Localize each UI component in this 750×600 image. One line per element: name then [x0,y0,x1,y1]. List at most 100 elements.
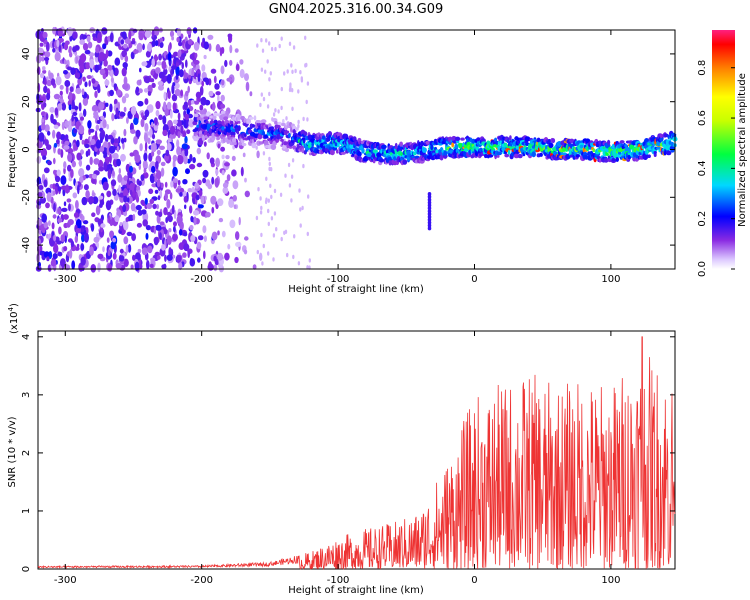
spectrogram-cell [292,254,295,260]
spectrogram-cell [551,138,556,144]
spectrogram-cell [259,196,262,201]
spectrogram-cell [220,146,226,152]
spectrogram-cell [185,119,190,127]
spectrogram-cell [150,142,157,153]
spectrogram-cell [123,195,128,203]
spectrogram-cell [50,259,57,267]
spectrogram-cell [65,40,70,46]
spectrogram-cell [123,220,129,231]
spectrogram-cell [132,28,138,33]
spectrogram-cell [270,216,274,221]
spectrogram-cell [36,176,42,185]
spectrogram-cell [123,76,128,86]
spectrogram-cell [140,118,145,128]
spectrogram-cell [275,124,281,129]
spectrogram-cell [126,231,133,237]
spectrogram-cell [82,43,89,51]
spectrogram-cell [114,215,120,223]
spectrogram-cell [67,121,71,126]
spectrogram-cell [161,264,167,269]
spectrogram-cell [173,221,177,227]
spectrogram-cell [67,219,74,226]
spectrogram-cell [229,44,233,54]
spectrogram-cell [280,138,284,142]
spectrogram-cell [197,204,204,209]
spectrogram-cell [77,184,80,195]
spectrogram-cell [104,102,109,108]
spectrogram-cell [151,40,156,47]
spectrogram-cell [214,83,220,90]
spectrogram-cell [96,120,101,124]
spectrogram-cell [221,230,226,238]
spectrogram-cell [129,165,133,173]
spectrogram-cell [51,231,55,237]
spectrogram-cell [41,118,45,123]
spectrogram-cell [133,135,138,145]
spectrogram-cell [210,195,217,205]
spectrogram-cell [561,152,568,156]
spectrogram-cell [155,161,159,169]
spectrogram-cell [186,27,192,36]
spectrogram-cell [209,157,215,165]
spectrogram-cell [47,160,52,166]
spectrogram-cell [268,91,271,97]
spectrogram-cell [68,104,72,111]
spectrogram-cell [78,102,82,112]
spectrogram-cell [199,104,204,111]
spectrogram-cell [82,220,89,225]
spectrogram-cell [605,152,609,156]
spectrogram-cell [176,27,182,37]
spectrogram-cell [509,135,512,141]
spectrogram-cell [284,229,288,234]
spectrogram-cell [71,260,76,270]
spectrogram-cell [231,169,237,177]
spectrogram-cell [302,163,305,169]
spectrogram-cell [291,106,294,112]
spectrogram-cell [175,188,181,193]
spectrogram-cell [95,46,100,54]
spectrogram-cell [149,128,153,138]
spectrogram-cell [260,67,264,72]
spectrogram-cell [162,129,168,137]
spectrogram-cell [46,92,51,101]
spectrogram-cell [107,249,111,257]
spectrogram-panel: -300 -200 -100 0 100 40 20 0 -20 -40 Height of s… [7,26,678,295]
spectrogram-cell [235,241,242,247]
spectrogram-cell [286,252,289,258]
spectrogram-cell [306,81,310,86]
spectrogram-cell [166,143,172,151]
spectrogram-cell [305,99,308,105]
spectrogram-cell [244,190,250,198]
snr-y-multiplier-close: ) [9,303,20,307]
spectrogram-cell [40,56,45,62]
spectrogram-cell [130,105,137,116]
spectrogram-cell [220,65,225,75]
spectrogram-cell [185,59,188,68]
spectrogram-cell [112,252,117,260]
spectrogram-cell [203,250,206,260]
spectrogram-cell [215,169,219,175]
spectrogram-cell [38,185,44,190]
spectrogram-cell [151,29,155,38]
spectrogram-cell [178,262,183,271]
spectrogram-cell [123,188,128,198]
spectrogram-cell [307,194,310,199]
spectrogram-cell [78,168,85,177]
spectrogram-cell [127,244,132,253]
spectrogram-cell [262,130,266,137]
spectrogram-cell [101,27,108,35]
spectrogram-cell [182,131,187,137]
spectrogram-cell [618,151,622,155]
spectrogram-cell [147,91,152,96]
spectrogram-cell [272,233,276,238]
spectrogram-cell [100,223,106,228]
spectrogram-cell [260,119,267,124]
spectrogram-cell [170,180,174,188]
spectrogram-cell [167,51,172,62]
spectrogram-cell [107,169,112,180]
spectrogram-cell [53,234,57,242]
spectrogram-cell [187,85,190,93]
spectrogram-cell [259,210,263,215]
spectrogram-cell [299,223,302,228]
spectrogram-cell [427,214,432,219]
